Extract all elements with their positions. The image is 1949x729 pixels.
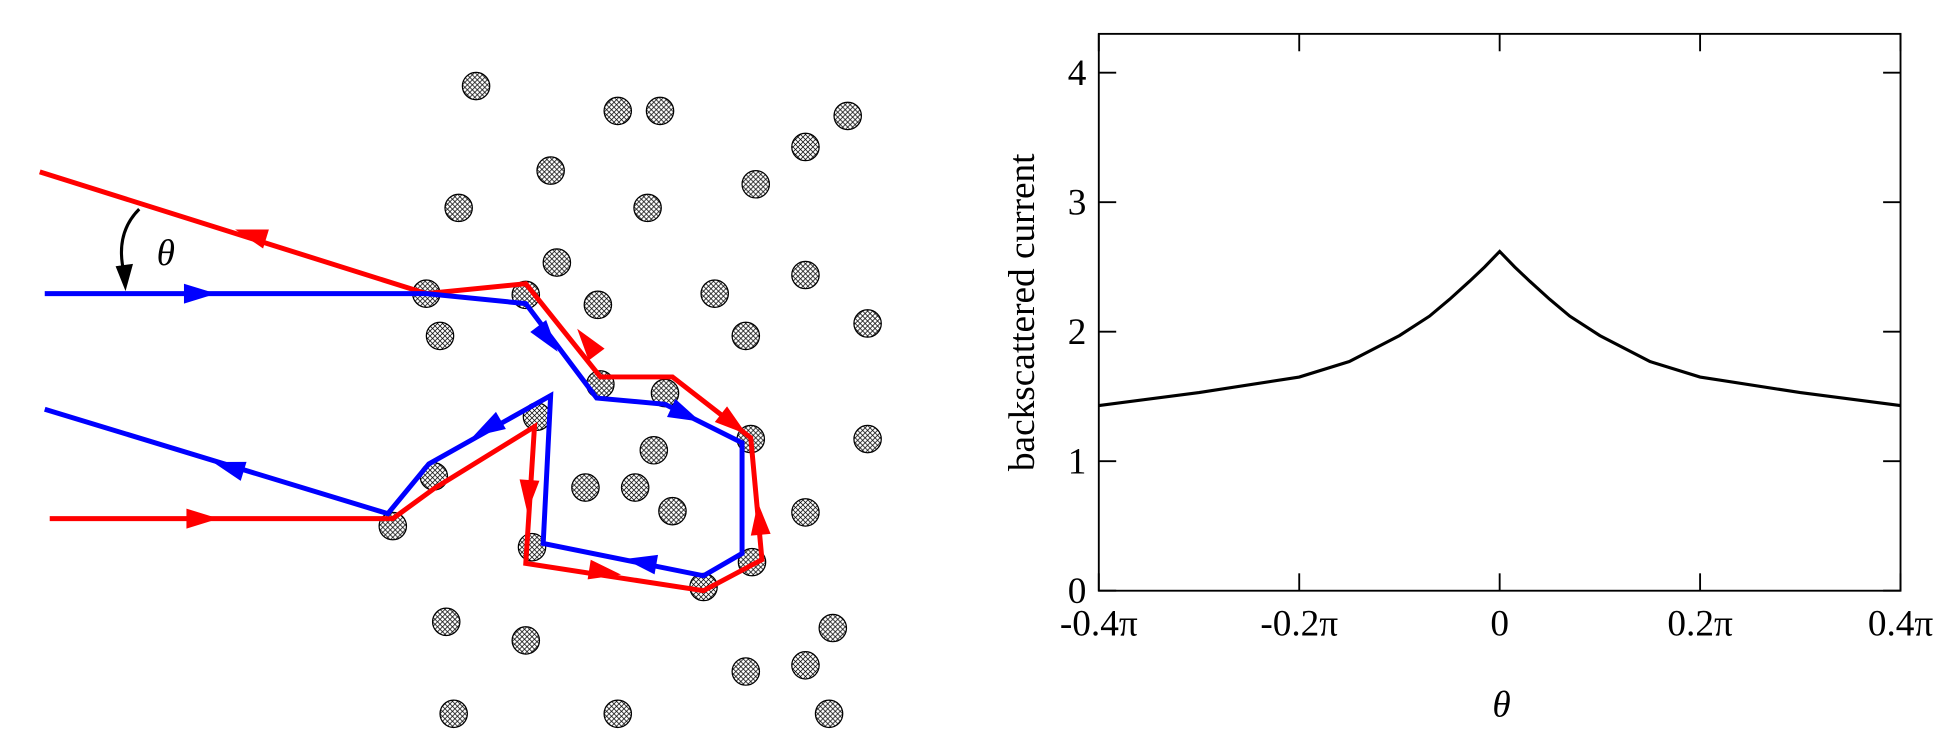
angle-label: θ [157, 233, 175, 274]
y-tick-label: 1 [1068, 442, 1087, 483]
arrows [183, 229, 771, 580]
y-tick-label: 3 [1068, 183, 1087, 224]
y-axis-label: backscattered current [1002, 153, 1043, 471]
x-tick-label: 0.2π [1667, 603, 1733, 644]
y-tick-label: 4 [1068, 53, 1087, 94]
blue-path [44, 291, 745, 579]
x-tick-label: -0.4π [1060, 603, 1138, 644]
angle-arrow [115, 263, 133, 292]
y-tick-label: 0 [1068, 571, 1087, 612]
x-axis-label: θ [1492, 684, 1510, 725]
x-tick-label: 0.4π [1868, 603, 1934, 644]
data-line [1098, 249, 1901, 408]
x-tick-label: -0.2π [1260, 603, 1338, 644]
red-path [39, 169, 765, 594]
x-tick-label: 0 [1490, 603, 1509, 644]
y-tick-label: 2 [1068, 312, 1087, 353]
plot-frame [1097, 32, 1902, 592]
angle-arc [119, 208, 141, 275]
